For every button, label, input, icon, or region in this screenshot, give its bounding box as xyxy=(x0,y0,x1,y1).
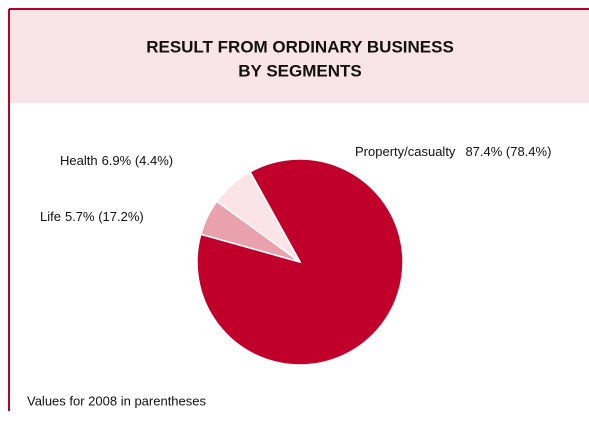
header-band xyxy=(9,9,589,103)
slice-label: Health 6.9% (4.4%) xyxy=(60,153,173,168)
value-label: 5.7% (17.2%) xyxy=(65,209,144,224)
category-label: Property/casualty xyxy=(355,144,456,159)
category-label: Health xyxy=(60,153,98,168)
chart-title: BY SEGMENTS xyxy=(238,61,361,80)
footnote: Values for 2008 in parentheses xyxy=(27,393,206,408)
value-label: 87.4% (78.4%) xyxy=(465,144,551,159)
pie-slice xyxy=(215,170,301,263)
category-label: Life xyxy=(40,209,61,224)
slice-label: Life 5.7% (17.2%) xyxy=(40,209,144,224)
slice-label: Property/casualty 87.4% (78.4%) xyxy=(355,144,551,159)
value-label: 6.9% (4.4%) xyxy=(102,153,174,168)
chart-title: RESULT FROM ORDINARY BUSINESS xyxy=(146,37,454,56)
